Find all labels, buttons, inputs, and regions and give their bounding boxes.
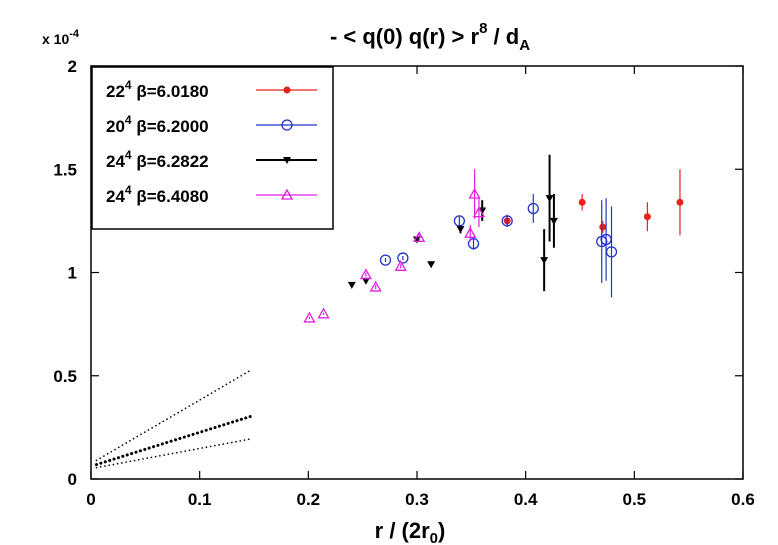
x-axis-label: r / (2r0) [375,518,446,545]
data-point [379,254,392,266]
x-tick-label: 0.6 [731,490,755,509]
fit-line-bound [95,368,253,462]
data-point [540,257,549,265]
y-tick-label: 0.5 [53,367,77,386]
y-multiplier-exp: -4 [69,28,80,40]
y-multiplier: x 10-4 [42,28,80,47]
x-tick-label: 0 [86,490,95,509]
data-point [676,198,684,206]
legend-entry-4: 244 β=6.4080 [106,183,317,206]
data-point [413,231,426,243]
series-4 [303,169,486,323]
legend-label: 204 β=6.2000 [106,113,209,136]
chart-title: - < q(0) q(r) > r8 / dA [330,20,530,54]
legend-label: 244 β=6.2822 [106,148,209,171]
legend-marker [283,86,291,94]
data-point [456,226,465,234]
data-point [397,252,409,264]
legend-label: 224 β=6.0180 [106,78,209,101]
legend: 224 β=6.0180 204 β=6.2000 244 β=6.2822 244 … [91,66,334,230]
data-point [359,268,373,280]
y-tick-label: 0 [68,470,77,489]
legend-entry-2: 204 β=6.2000 [106,113,317,136]
x-axis-label-tail: ) [438,518,445,543]
legend-entry-1: 224 β=6.0180 [106,78,317,101]
data-point [467,237,480,250]
legend-marker [281,119,293,131]
legend-marker [283,157,291,164]
y-tick-label: 1 [68,264,77,283]
series-1 [503,169,684,236]
chart-title-tail: / d [487,24,519,49]
fit-line-central [94,414,254,467]
data-point [394,259,407,271]
fit-lines [94,368,254,469]
x-tick-label: 0.1 [188,490,212,509]
data-point [347,281,356,289]
legend-label: 244 β=6.4080 [106,183,209,206]
x-tick-label: 0.5 [623,490,647,509]
legend-box [91,66,334,230]
data-point [369,280,382,292]
data-point [578,198,586,206]
legend-marker [280,188,294,200]
x-axis-label-sub: 0 [430,530,438,545]
data-points [303,154,684,323]
data-point [549,217,558,225]
x-axis-label-main: r / (2r [375,518,430,543]
chart-title-sup: 8 [479,20,487,37]
y-tick-label: 2 [68,57,77,76]
data-point [464,226,477,238]
series-2 [379,194,618,298]
data-point [527,202,539,215]
data-point [317,307,330,319]
data-point [303,311,316,323]
data-point [501,215,513,227]
chart-title-main: - < q(0) q(r) > r [330,24,480,49]
chart-title-sub: A [519,37,530,54]
data-point [599,223,607,231]
fit-line-bound [95,437,253,469]
series-3 [347,154,558,292]
x-tick-label: 0.3 [405,490,429,509]
data-point [545,195,554,203]
x-tick-label: 0.2 [297,490,321,509]
y-tick-label: 1.5 [53,160,77,179]
data-point [427,261,436,269]
legend-entry-3: 244 β=6.2822 [106,148,317,171]
data-point [453,215,466,227]
y-multiplier-base: x 10 [42,31,69,47]
data-point [643,213,651,221]
data-point [468,187,481,199]
data-point [605,246,618,258]
x-tick-label: 0.4 [514,490,538,509]
data-point [361,277,370,285]
data-point [472,206,486,218]
axes: 0 0.1 0.2 0.3 0.4 0.5 0.6 0 0.5 1 1.5 2 [53,57,754,509]
